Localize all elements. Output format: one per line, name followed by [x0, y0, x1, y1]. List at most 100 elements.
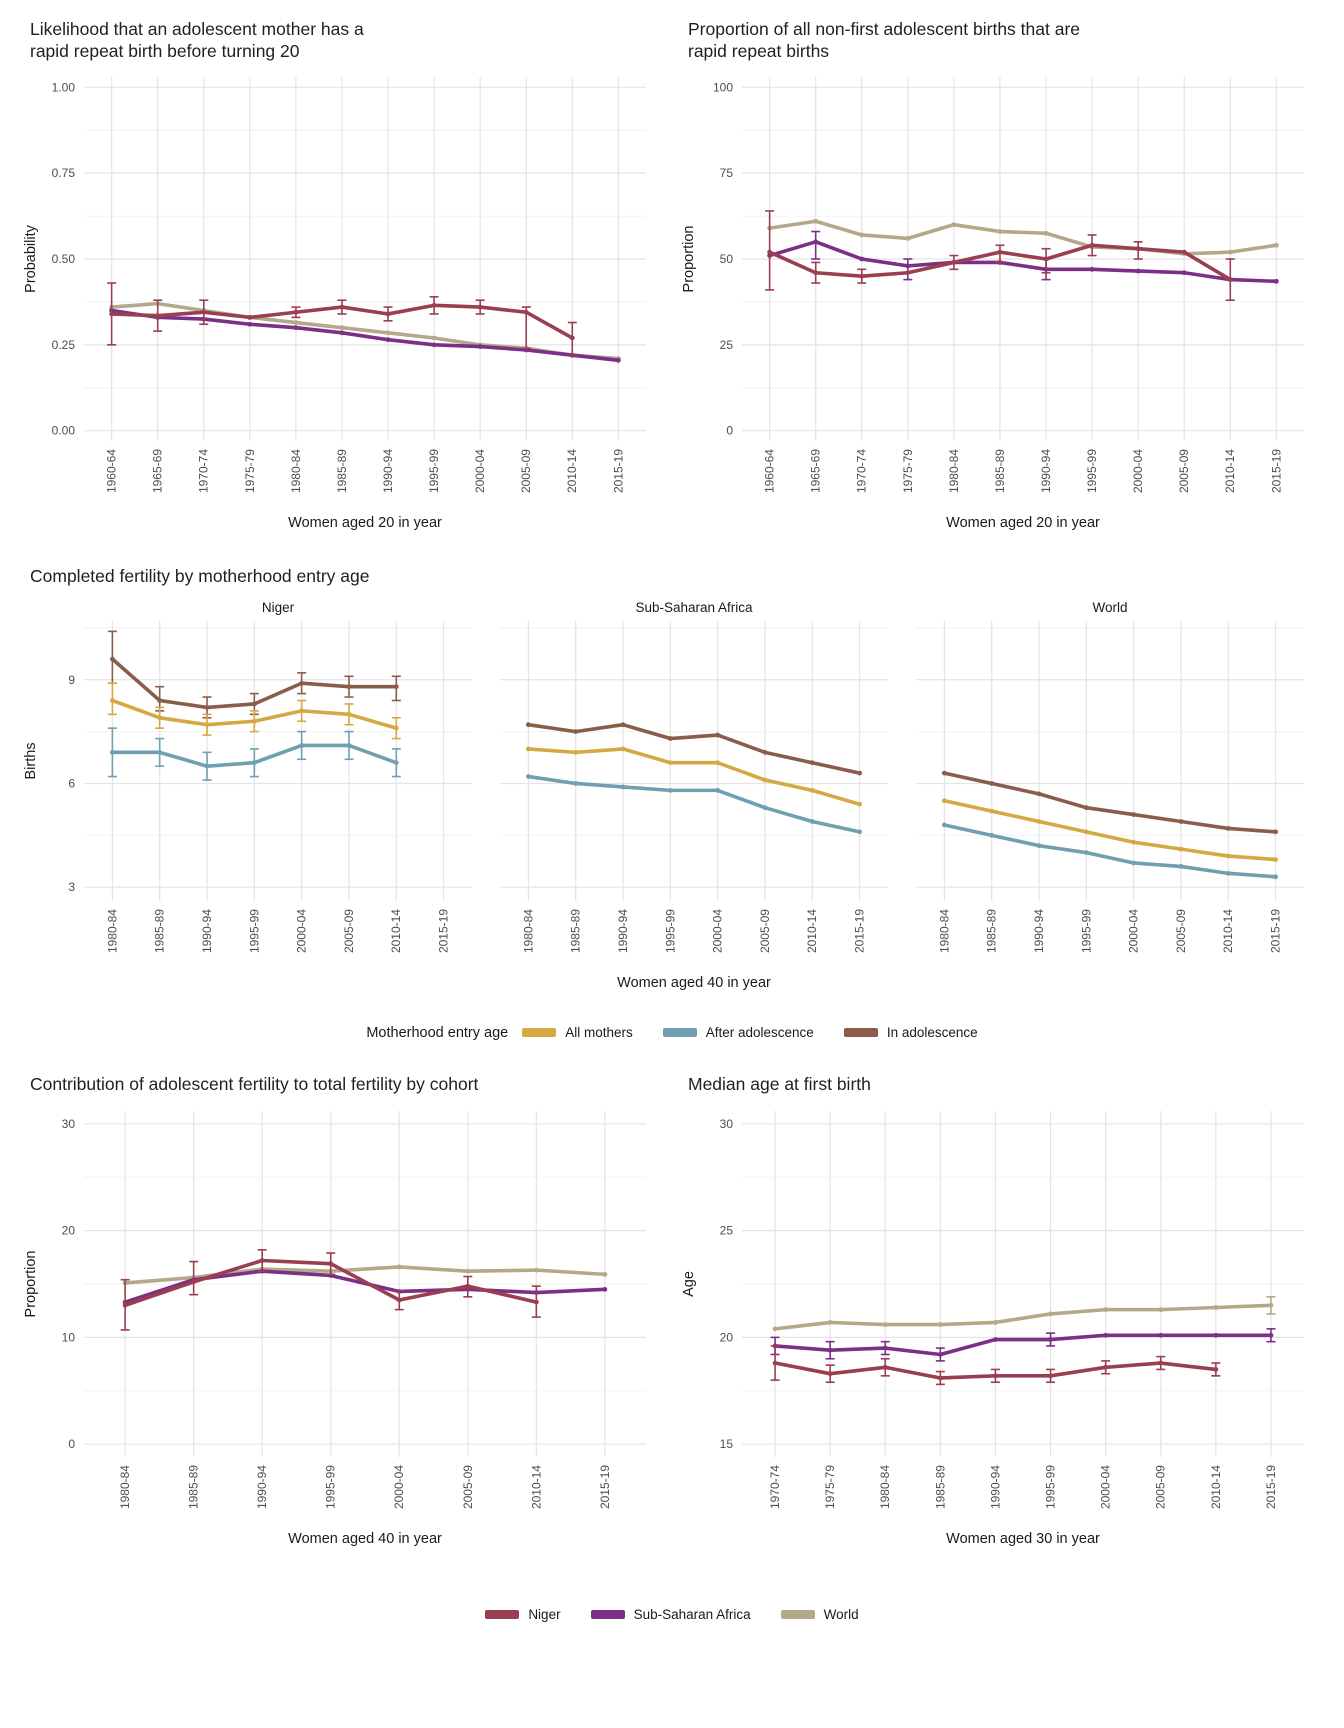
legend-item-world: World — [780, 1606, 859, 1622]
legend-item-all-mothers: All mothers — [522, 1025, 633, 1040]
x-tick-label: 1975-79 — [243, 448, 257, 492]
gridlines — [84, 620, 472, 901]
y-tick-label: 6 — [68, 776, 75, 790]
legend-label: Sub-Saharan Africa — [633, 1606, 751, 1622]
x-tick-label: 1995-99 — [247, 908, 261, 952]
facet-label-sub-saharan-africa: Sub-Saharan Africa — [635, 600, 753, 615]
x-tick-label: 2015-19 — [611, 448, 625, 492]
chart-title: Proportion of all non-first adolescent b… — [688, 19, 1081, 62]
facet-label-world: World — [1092, 600, 1127, 615]
x-tick-label: 1985-89 — [335, 448, 349, 492]
x-tick-label: 1985-89 — [187, 1464, 201, 1508]
panel: 0 10 20 30 1980-84 1985-89 1990-94 1995-99 2000-… — [62, 1110, 646, 1509]
series-in-adolescence — [107, 630, 401, 719]
x-tick-label: 2005-09 — [758, 908, 772, 952]
x-tick-label: 1975-79 — [823, 1464, 837, 1508]
y-tick-label: 30 — [720, 1117, 734, 1131]
series-world — [767, 218, 1279, 257]
x-tick-label: 2005-09 — [461, 1464, 475, 1508]
x-tick-label: 2015-19 — [1264, 1464, 1278, 1508]
x-tick-label: 1980-84 — [521, 908, 535, 952]
y-tick-label: 0 — [726, 423, 733, 437]
x-tick-label: 2010-14 — [529, 1464, 543, 1508]
y-tick-label: 20 — [720, 1330, 734, 1344]
x-tick-label: 2010-14 — [565, 448, 579, 492]
region-legend: Niger Sub-Saharan Africa World — [14, 1607, 1330, 1622]
y-tick-label: 9 — [68, 673, 75, 687]
panel: 0.00 0.25 0.50 0.75 1.00 1960-64 1965-69 1970-7… — [52, 76, 646, 493]
y-tick-label: 25 — [720, 338, 734, 352]
legend-swatch-sub-saharan-africa — [590, 1609, 625, 1619]
y-axis-label: Proportion — [681, 225, 697, 292]
x-tick-label: 1965-69 — [809, 448, 823, 492]
x-tick-label: 1990-94 — [200, 908, 214, 952]
x-tick-label: 1980-84 — [105, 908, 119, 952]
legend-label: World — [823, 1606, 859, 1622]
x-tick-label: 1980-84 — [118, 1464, 132, 1508]
svg-rapid-repeat-proportion: 0 25 50 75 100 1960-64 1965-69 1970-74 1975-79 19… — [681, 76, 1304, 531]
figure-page: Likelihood that an adolescent mother has… — [14, 12, 1330, 1622]
svg-median-age-first-birth: 15 20 25 30 1970-74 1975-79 1980-84 1985-89 1990… — [681, 1110, 1304, 1547]
chart-completed-fertility: Completed fertility by motherhood entry … — [14, 559, 1330, 997]
chart-title: Completed fertility by motherhood entry … — [30, 565, 370, 586]
x-tick-label: 1990-94 — [988, 1464, 1002, 1508]
y-tick-label: 25 — [720, 1223, 734, 1237]
y-tick-label: 75 — [720, 166, 734, 180]
panel: 0 25 50 75 100 1960-64 1965-69 1970-74 1975-79 19… — [713, 76, 1304, 493]
x-tick-label: 2000-04 — [1131, 448, 1145, 492]
legend-items: All mothers After adolescence In adolescen… — [522, 1025, 978, 1041]
x-axis-label: Women aged 20 in year — [946, 515, 1100, 531]
gridlines — [84, 76, 646, 441]
x-tick-label: 2010-14 — [805, 908, 819, 952]
chart-title: Likelihood that an adolescent mother has… — [30, 19, 364, 62]
x-tick-label: 1995-99 — [663, 908, 677, 952]
x-tick-label: 2005-09 — [1177, 448, 1191, 492]
x-tick-label: 2005-09 — [1154, 1464, 1168, 1508]
series-all-mothers — [107, 682, 401, 740]
y-tick-label: 0 — [68, 1437, 75, 1451]
series-after-adolescence — [941, 822, 1279, 879]
y-tick-label: 0.50 — [52, 252, 76, 266]
x-tick-label: 1985-89 — [933, 1464, 947, 1508]
x-tick-label: 1970-74 — [855, 448, 869, 492]
x-tick-label: 1995-99 — [1079, 908, 1093, 952]
y-tick-label: 10 — [62, 1330, 76, 1344]
x-axis-label: Women aged 40 in year — [288, 1531, 442, 1547]
legend-label: After adolescence — [705, 1025, 814, 1041]
y-tick-label: 20 — [62, 1223, 76, 1237]
panel: 1980-84 1985-89 1990-94 1995-99 2000-04 2005-… — [916, 620, 1304, 953]
chart-rapid-repeat-likelihood: Likelihood that an adolescent mother has… — [14, 12, 672, 537]
x-tick-label: 1995-99 — [1044, 1464, 1058, 1508]
x-tick-label: 1990-94 — [381, 448, 395, 492]
row-bottom: Contribution of adolescent fertility to … — [14, 1067, 1330, 1553]
legend-label: In adolescence — [886, 1025, 978, 1041]
series-all-mothers — [941, 798, 1279, 862]
y-axis-label: Proportion — [23, 1250, 39, 1317]
legend-title: Motherhood entry age — [366, 1024, 509, 1041]
x-tick-label: 2010-14 — [1221, 908, 1235, 952]
x-tick-label: 2010-14 — [1209, 1464, 1223, 1508]
x-tick-label: 1960-64 — [105, 448, 119, 492]
y-tick-label: 1.00 — [52, 80, 76, 94]
plot-area: Niger 3 6 9 1980-84 1985-89 1990-94 1995-99 2000… — [20, 595, 1324, 997]
svg-completed-fertility: Niger 3 6 9 1980-84 1985-89 1990-94 1995-99 2000… — [23, 600, 1304, 991]
legend-label: Niger — [528, 1606, 561, 1622]
y-tick-label: 100 — [713, 80, 733, 94]
x-tick-label: 2000-04 — [473, 448, 487, 492]
x-tick-label: 2000-04 — [1099, 1464, 1113, 1508]
x-tick-label: 2005-09 — [342, 908, 356, 952]
series-after-adolescence — [107, 727, 401, 781]
legend-swatch-world — [780, 1609, 815, 1619]
y-axis-label: Births — [23, 742, 39, 779]
y-tick-label: 0.75 — [52, 166, 76, 180]
y-tick-label: 15 — [720, 1437, 734, 1451]
row-middle: Completed fertility by motherhood entry … — [14, 559, 1330, 997]
series-niger — [107, 282, 577, 356]
legend-swatch-all-mothers — [522, 1028, 557, 1038]
legend-item-after-adolescence: After adolescence — [662, 1025, 814, 1041]
legend-items: Niger Sub-Saharan Africa World — [485, 1606, 859, 1622]
x-tick-label: 1995-99 — [1085, 448, 1099, 492]
legend-swatch-in-adolescence — [843, 1028, 878, 1038]
x-tick-label: 1980-84 — [937, 908, 951, 952]
x-tick-label: 2010-14 — [1223, 448, 1237, 492]
